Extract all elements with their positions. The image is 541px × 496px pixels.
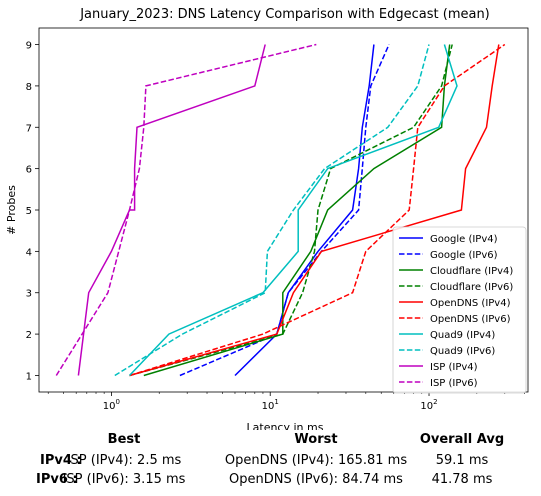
legend-label: ISP (IPv4): [430, 362, 478, 373]
legend-box: [392, 226, 527, 394]
best-header: Best: [107, 432, 141, 447]
ipv4-worst: OpenDNS (IPv4): 165.81 ms: [224, 453, 408, 468]
series-line-google-ipv4: [234, 44, 375, 377]
ipv4-row-label: IPv4 :: [40, 453, 82, 468]
ipv6-best: ISP (IPv6): 3.15 ms: [62, 472, 186, 487]
legend-label: OpenDNS (IPv4): [430, 298, 511, 309]
ipv4-avg: 59.1 ms: [435, 453, 489, 468]
y-tick-label: 2: [26, 330, 32, 341]
legend-label: Quad9 (IPv4): [430, 330, 495, 341]
y-tick-label: 3: [26, 289, 32, 300]
worst-header: Worst: [294, 432, 338, 447]
x-axis-label: Latency in ms: [247, 421, 324, 430]
x-tick-label: 101: [262, 398, 279, 412]
y-tick-label: 1: [26, 371, 32, 382]
ipv4-best: ISP (IPv4): 2.5 ms: [66, 453, 182, 468]
legend-label: Quad9 (IPv6): [430, 346, 495, 357]
x-tick-label: 100: [103, 398, 120, 412]
ipv6-avg: 41.78 ms: [431, 472, 493, 487]
legend: Google (IPv4) Google (IPv6) Cloudflare (IP…: [392, 226, 527, 394]
legend-label: Google (IPv4): [430, 234, 498, 245]
legend-label: ISP (IPv6): [430, 378, 478, 389]
series-line-quad9-ipv6: [114, 44, 430, 377]
latency-chart: January_2023: DNS Latency Comparison wit…: [5, 7, 529, 430]
plot-area: 100 101 102 1 2 3 4 5 6 7 8 9: [26, 27, 529, 412]
y-tick-label: 5: [26, 206, 32, 217]
series-line-isp-ipv4: [77, 44, 266, 376]
legend-label: Cloudflare (IPv6): [430, 282, 513, 293]
legend-label: Cloudflare (IPv4): [430, 266, 513, 277]
legend-label: OpenDNS (IPv6): [430, 314, 511, 325]
series-line-cloudflare-ipv6: [129, 44, 453, 377]
series-line-google-ipv6: [179, 44, 390, 377]
legend-label: Google (IPv6): [430, 250, 498, 261]
series-line-opendns-ipv6: [129, 43, 506, 377]
y-tick-label: 7: [26, 123, 32, 134]
y-tick-label: 6: [26, 165, 32, 176]
avg-header: Overall Avg: [419, 432, 505, 447]
y-tick-label: 8: [26, 82, 32, 93]
y-tick-label: 9: [26, 41, 32, 52]
summary-table: Best Worst Overall Avg IPv4 : ISP (IPv4)…: [0, 428, 541, 496]
y-axis-label: # Probes: [5, 185, 18, 235]
series-line-opendns-ipv4: [129, 44, 500, 377]
series-line-quad9-ipv4: [128, 44, 458, 377]
series-line-isp-ipv6: [55, 43, 317, 376]
x-tick-label: 102: [420, 398, 437, 412]
chart-title: January_2023: DNS Latency Comparison wit…: [79, 7, 490, 22]
ipv6-row-label: IPv6 :: [36, 472, 78, 487]
y-tick-label: 4: [26, 247, 32, 258]
ipv6-worst: OpenDNS (IPv6): 84.74 ms: [229, 472, 403, 487]
